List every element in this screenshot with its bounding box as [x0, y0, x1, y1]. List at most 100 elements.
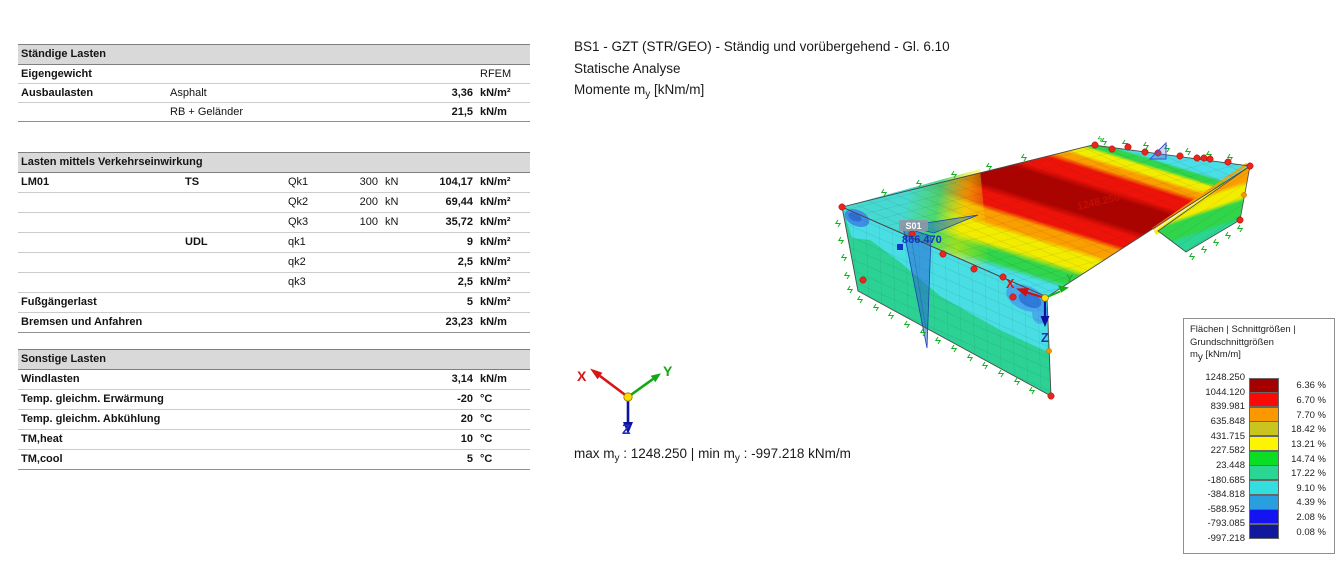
table-row: Eigengewicht RFEM — [18, 65, 530, 84]
cell-unit: °C — [480, 433, 493, 445]
cell-unit: °C — [480, 453, 493, 465]
legend-percent: 2.08 % — [1296, 512, 1326, 524]
legend-swatch — [1249, 494, 1279, 510]
cell-value: 10 — [460, 433, 473, 445]
cell-unit: °C — [480, 413, 493, 425]
legend-value: 431.715 — [1210, 430, 1245, 442]
legend-value: -384.818 — [1207, 489, 1245, 501]
cell-sub: Asphalt — [170, 87, 207, 99]
z-axis-label: Z — [1041, 331, 1049, 345]
cell-group: TS — [185, 176, 200, 188]
result-legend: Flächen | Schnittgrößen | Grundschnittgr… — [1183, 318, 1335, 554]
fem-model[interactable]: 1248.250 S01 866.470 — [835, 135, 1254, 400]
legend-value: 1044.120 — [1205, 386, 1245, 398]
section-flag — [1148, 141, 1167, 160]
legend-swatch — [1249, 406, 1279, 422]
legend-swatch — [1249, 523, 1279, 539]
cell-unit: kN/m² — [480, 256, 511, 268]
cell-value: 2,5 — [457, 276, 473, 288]
triad-z-label: Z — [622, 421, 631, 437]
triad-y-label: Y — [663, 363, 673, 379]
legend-swatch — [1249, 509, 1279, 525]
cell-label: Temp. gleichm. Abkühlung — [21, 413, 161, 425]
table-row: Fußgängerlast 5 kN/m² — [18, 293, 530, 313]
table-sonstige-lasten: Sonstige Lasten Windlasten 3,14 kN/m Tem… — [18, 349, 530, 470]
legend-value: 839.981 — [1210, 401, 1245, 413]
y-axis-arrowhead — [1058, 285, 1069, 293]
cell-label: TM,heat — [21, 433, 63, 445]
legend-value: 23.448 — [1215, 459, 1245, 471]
legend-value: -997.218 — [1207, 533, 1245, 544]
triad-y-arrowhead — [650, 373, 661, 383]
table-row: Temp. gleichm. Erwärmung -20 °C — [18, 390, 530, 410]
legend-swatch — [1249, 392, 1279, 408]
x-axis-label: X — [1006, 277, 1015, 291]
coordinate-triad: X Y Z — [577, 363, 673, 437]
legend-value: 227.582 — [1210, 445, 1245, 457]
table-row: Qk2 200 kN 69,44 kN/m² — [18, 193, 530, 213]
cell-value: 23,23 — [445, 316, 473, 328]
legend-title-line1: Flächen | Schnittgrößen | — [1190, 324, 1296, 335]
cell-label: Temp. gleichm. Erwärmung — [21, 393, 164, 405]
cell-value: 35,72 — [445, 216, 473, 228]
table-row: UDL qk1 9 kN/m² — [18, 233, 530, 253]
cell-label: Eigengewicht — [21, 68, 92, 80]
cell-label: Ausbaulasten — [21, 87, 94, 99]
legend-percent: 18.42 % — [1291, 424, 1326, 436]
cell-load-unit: kN — [385, 176, 399, 188]
cell-unit: kN/m² — [480, 87, 511, 99]
table-header: Lasten mittels Verkehrseinwirkung — [18, 152, 530, 173]
cell-load: 200 — [359, 196, 378, 208]
triad-z-arrowhead — [623, 422, 633, 434]
table-row: TM,heat 10 °C — [18, 430, 530, 450]
legend-percent: 4.39 % — [1296, 497, 1326, 509]
cell-unit: kN/m² — [480, 236, 511, 248]
origin-node — [1041, 294, 1049, 302]
legend-percent: 7.70 % — [1296, 409, 1326, 421]
section-value: 866.470 — [902, 234, 942, 246]
cell-unit: kN/m² — [480, 176, 511, 188]
section-label: S01 866.470 — [899, 220, 942, 246]
z-axis-arrowhead — [1040, 316, 1050, 327]
table-row: Ausbaulasten Asphalt 3,36 kN/m² — [18, 84, 530, 103]
legend-percent: 17.22 % — [1291, 468, 1326, 480]
table-row: RB + Geländer 21,5 kN/m — [18, 103, 530, 122]
legend-swatch — [1249, 421, 1279, 437]
table-header: Sonstige Lasten — [18, 349, 530, 370]
triad-x-label: X — [577, 368, 587, 384]
cell-value: 21,5 — [451, 106, 473, 118]
legend-percent: 0.08 % — [1296, 526, 1326, 538]
table-verkehrseinwirkung: Lasten mittels Verkehrseinwirkung LM01 T… — [18, 152, 530, 333]
table-row: TM,cool 5 °C — [18, 450, 530, 470]
legend-percent: 14.74 % — [1291, 453, 1326, 465]
legend-percent: 6.36 % — [1296, 380, 1326, 392]
section-name: S01 — [905, 221, 921, 231]
cell-unit: kN/m² — [480, 276, 511, 288]
triad-x-arrowhead — [590, 368, 603, 380]
cell-label: Fußgängerlast — [21, 296, 97, 308]
cell-load: 300 — [359, 176, 378, 188]
y-axis-label: Y — [1066, 273, 1074, 285]
model-axes: X Y Z — [1006, 273, 1074, 345]
table-row: LM01 TS Qk1 300 kN 104,17 kN/m² — [18, 173, 530, 193]
cell-unit: kN/m² — [480, 196, 511, 208]
cell-value: 20 — [460, 413, 473, 425]
legend-color-scale: 1248.250 1044.120 839.981 635.848 431.71… — [1190, 372, 1334, 554]
cell-label: Windlasten — [21, 373, 80, 385]
cell-value: 3,36 — [451, 87, 473, 99]
cell-value: 2,5 — [457, 256, 473, 268]
cell-unit: kN/m — [480, 316, 507, 328]
table-header: Ständige Lasten — [18, 44, 530, 65]
cell-unit: °C — [480, 393, 493, 405]
cell-case: Qk3 — [288, 216, 309, 228]
node-dots — [838, 141, 1254, 400]
cell-unit: kN/m² — [480, 216, 511, 228]
cell-load: 100 — [359, 216, 378, 228]
legend-value: 635.848 — [1210, 415, 1245, 427]
cell-label: Bremsen und Anfahren — [21, 316, 143, 328]
cell-unit: RFEM — [480, 68, 512, 80]
cell-unit: kN/m — [480, 106, 507, 118]
cell-value: 3,14 — [451, 373, 473, 385]
